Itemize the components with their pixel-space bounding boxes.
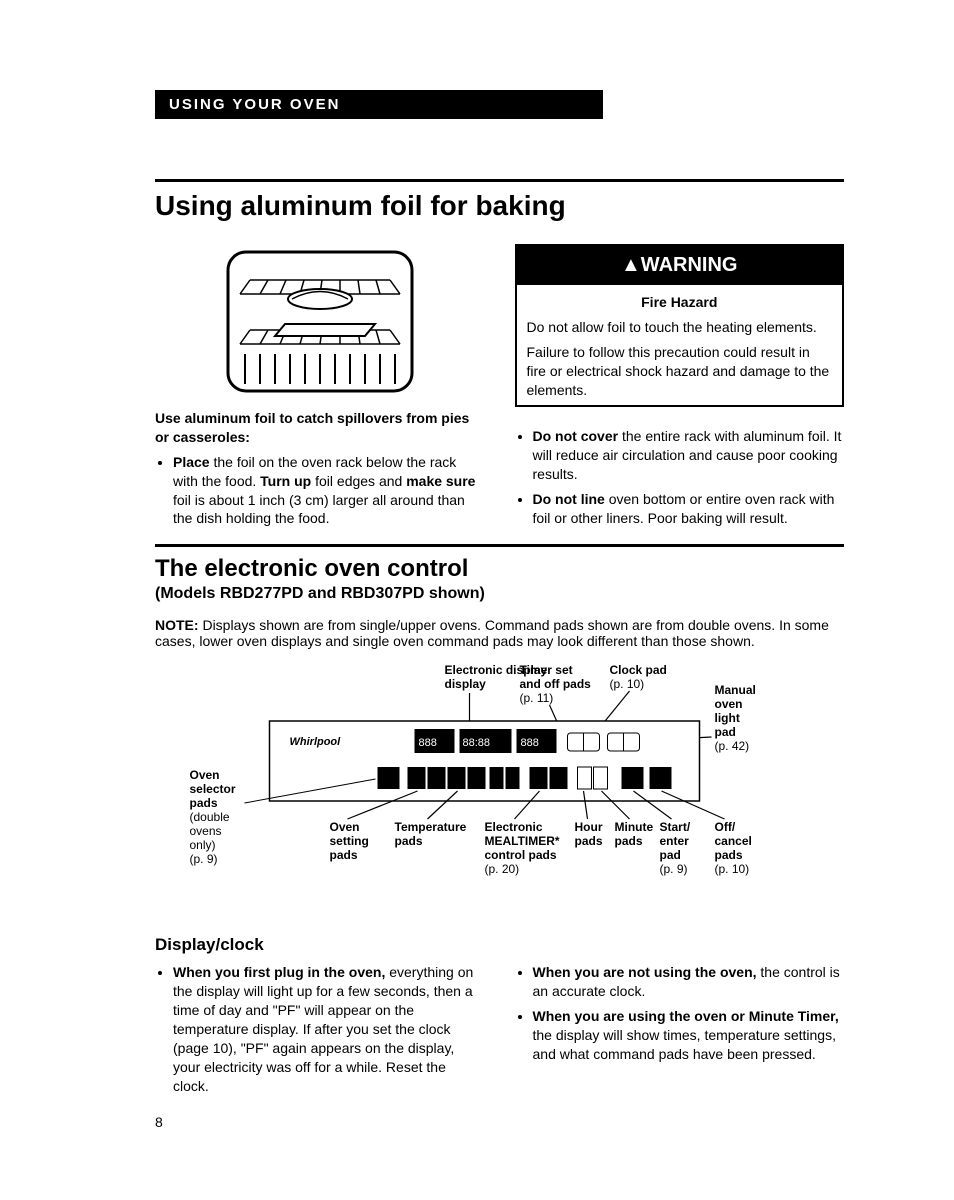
- dc-right-bullet-1: When you are not using the oven, the con…: [533, 963, 845, 1001]
- svg-text:Timer set: Timer set: [520, 663, 573, 677]
- foil-caption: Use aluminum foil to catch spillovers fr…: [155, 409, 485, 447]
- svg-text:(p. 42): (p. 42): [715, 739, 750, 753]
- warning-p2: Failure to follow this precaution could …: [527, 343, 833, 400]
- svg-text:pad: pad: [715, 725, 736, 739]
- svg-text:oven: oven: [715, 697, 743, 711]
- svg-text:Off/: Off/: [715, 820, 736, 834]
- warning-p1: Do not allow foil to touch the heating e…: [527, 318, 833, 337]
- oven-illustration: [220, 244, 420, 399]
- dc-left-bullet: When you first plug in the oven, everyth…: [173, 963, 485, 1095]
- svg-text:Oven: Oven: [190, 768, 220, 782]
- svg-text:Start/: Start/: [660, 820, 691, 834]
- svg-text:(p. 9): (p. 9): [190, 852, 218, 866]
- left-bullet: Place the foil on the oven rack below th…: [173, 453, 485, 529]
- title-control: The electronic oven control: [155, 555, 844, 583]
- svg-text:Manual: Manual: [715, 683, 756, 697]
- svg-text:setting: setting: [330, 834, 369, 848]
- display-clock-head: Display/clock: [155, 935, 844, 955]
- svg-text:(double: (double: [190, 810, 230, 824]
- dc-right-bullet-2: When you are using the oven or Minute Ti…: [533, 1007, 845, 1064]
- control-panel-diagram: Electronic display display Timer set and…: [155, 659, 844, 919]
- svg-text:pads: pads: [615, 834, 643, 848]
- right-bullet-2: Do not line oven bottom or entire oven r…: [533, 490, 845, 528]
- svg-text:pads: pads: [575, 834, 603, 848]
- svg-text:enter: enter: [660, 834, 690, 848]
- svg-text:88:88: 88:88: [463, 737, 491, 749]
- svg-text:light: light: [715, 711, 740, 725]
- svg-text:display: display: [445, 677, 487, 691]
- svg-text:(p. 10): (p. 10): [610, 677, 645, 691]
- models-line: (Models RBD277PD and RBD307PD shown): [155, 585, 844, 603]
- svg-text:888: 888: [419, 737, 437, 749]
- warning-box: ▲WARNING Fire Hazard Do not allow foil t…: [515, 244, 845, 407]
- warning-header: ▲WARNING: [517, 246, 843, 285]
- svg-text:Electronic: Electronic: [485, 820, 543, 834]
- svg-text:only): only): [190, 838, 216, 852]
- svg-text:selector: selector: [190, 782, 236, 796]
- svg-text:pad: pad: [660, 848, 681, 862]
- title-foil: Using aluminum foil for baking: [155, 190, 844, 222]
- svg-text:Oven: Oven: [330, 820, 360, 834]
- rule-mid: [155, 544, 844, 547]
- svg-text:Minute: Minute: [615, 820, 654, 834]
- svg-text:Whirlpool: Whirlpool: [290, 736, 342, 748]
- svg-text:pads: pads: [715, 848, 743, 862]
- col-right: ▲WARNING Fire Hazard Do not allow foil t…: [515, 244, 845, 534]
- svg-text:control pads: control pads: [485, 848, 557, 862]
- warning-sub: Fire Hazard: [527, 293, 833, 312]
- svg-text:(p. 9): (p. 9): [660, 862, 688, 876]
- right-bullet-1: Do not cover the entire rack with alumin…: [533, 427, 845, 484]
- svg-text:cancel: cancel: [715, 834, 752, 848]
- svg-text:pads: pads: [330, 848, 358, 862]
- svg-text:MEALTIMER*: MEALTIMER*: [485, 834, 560, 848]
- svg-text:Clock pad: Clock pad: [610, 663, 667, 677]
- svg-text:888: 888: [521, 737, 539, 749]
- svg-text:pads: pads: [190, 796, 218, 810]
- svg-text:Temperature: Temperature: [395, 820, 467, 834]
- rule-top: [155, 179, 844, 182]
- svg-text:Hour: Hour: [575, 820, 603, 834]
- svg-text:pads: pads: [395, 834, 423, 848]
- page-number: 8: [155, 1114, 844, 1130]
- col-left: Use aluminum foil to catch spillovers fr…: [155, 244, 485, 534]
- section-tab: USING YOUR OVEN: [155, 90, 603, 119]
- svg-text:and off pads: and off pads: [520, 677, 592, 691]
- note-para: NOTE: Displays shown are from single/upp…: [155, 617, 844, 649]
- svg-text:(p. 20): (p. 20): [485, 862, 520, 876]
- svg-text:ovens: ovens: [190, 824, 222, 838]
- svg-text:(p. 11): (p. 11): [520, 691, 554, 705]
- svg-text:(p. 10): (p. 10): [715, 862, 750, 876]
